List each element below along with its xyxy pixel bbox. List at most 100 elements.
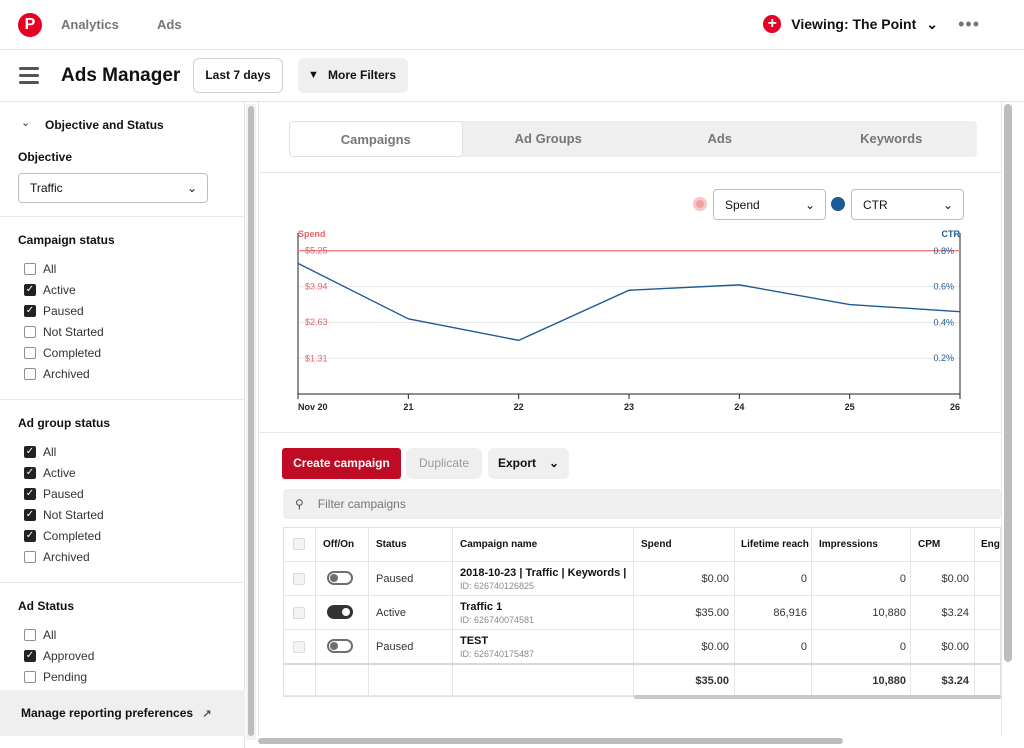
campaign-status-checkbox[interactable]: ✓ [24,284,36,296]
table-scrollbar-thumb[interactable] [634,695,1001,699]
ad-group-status-option[interactable]: ✓ Not Started [24,508,104,522]
campaigns-table: Off/On Status Campaign name Spend Lifeti… [283,527,1001,697]
top-nav: P Analytics Ads + Viewing: The Point ⌄ •… [0,0,1024,50]
campaign-status-option[interactable]: Archived [24,367,90,381]
ad-group-status-checkbox[interactable]: ✓ [24,509,36,521]
page-horizontal-scrollbar-thumb[interactable] [258,738,843,744]
campaign-status-checkbox[interactable] [24,347,36,359]
chevron-down-icon: ⌄ [804,197,815,212]
export-button[interactable]: Export ⌄ [488,448,569,479]
ad-group-status-option[interactable]: ✓ Completed [24,529,101,543]
campaign-cpm: $0.00 [941,641,969,653]
campaign-name-cell[interactable]: 2018-10-23 | Traffic | Keywords | S ID: 6… [460,567,630,591]
ad-status-checkbox[interactable] [24,671,36,683]
campaign-toggle[interactable] [327,571,353,585]
column-header-status[interactable]: Status [376,539,407,550]
more-filters-button[interactable]: ▼ More Filters [298,58,408,93]
column-header-lifetime-reach[interactable]: Lifetime reach [741,539,809,550]
pinterest-logo-icon[interactable]: P [18,13,42,37]
campaign-status-checkbox[interactable]: ✓ [24,305,36,317]
campaign-status-option[interactable]: Not Started [24,325,104,339]
plus-circle-icon: + [763,15,782,33]
ad-status-checkbox[interactable] [24,629,36,641]
objective-select-value: Traffic [30,181,63,195]
ad-group-status-checkbox[interactable]: ✓ [24,530,36,542]
total-impressions: 10,880 [872,675,906,687]
page-scrollbar-thumb[interactable] [1004,104,1012,662]
create-campaign-button[interactable]: Create campaign [282,448,401,479]
sidebar-section-title[interactable]: Objective and Status [45,118,164,132]
row-checkbox[interactable] [293,573,305,585]
campaign-status-option[interactable]: All [24,262,56,276]
campaign-toggle[interactable] [327,605,353,619]
ad-group-status-option[interactable]: ✓ All [24,445,56,459]
left-tick-label: $5.25 [305,246,328,256]
column-header-cpm[interactable]: CPM [918,539,941,550]
chevron-down-icon: ⌄ [926,15,938,32]
campaign-status-option[interactable]: ✓ Paused [24,304,84,318]
account-switcher[interactable]: + Viewing: The Point ⌄ [763,15,938,33]
select-all-checkbox[interactable] [293,538,305,550]
total-spend: $35.00 [695,675,729,687]
right-tick-label: 0.6% [933,282,954,292]
campaign-status-checkbox[interactable] [24,326,36,338]
campaign-name[interactable]: TEST [460,635,489,647]
campaign-status-option[interactable]: Completed [24,346,101,360]
chevron-down-icon: ⌄ [942,197,953,212]
account-switcher-label: Viewing: The Point [791,16,917,32]
ad-status-option[interactable]: ✓ Approved [24,649,94,663]
ad-group-status-checkbox[interactable]: ✓ [24,446,36,458]
ad-status-option[interactable]: Pending [24,670,87,684]
sidebar-scrollbar-thumb[interactable] [248,106,254,736]
column-header-engagement[interactable]: Enga [981,539,1000,550]
date-range-button[interactable]: Last 7 days [193,58,283,93]
row-checkbox[interactable] [293,607,305,619]
campaign-reach: 0 [800,573,807,585]
objective-label: Objective [18,150,73,164]
nav-link-analytics[interactable]: Analytics [61,17,119,32]
filter-campaigns-input[interactable]: ⚲ Filter campaigns [283,489,1001,519]
campaign-toggle[interactable] [327,639,353,653]
chevron-down-icon[interactable]: ⌄ [21,117,31,129]
campaign-spend: $0.00 [701,573,729,585]
left-tick-label: $1.31 [305,353,328,363]
campaign-name-cell[interactable]: TEST ID: 626740175487 [460,635,630,659]
campaign-status-option[interactable]: ✓ Active [24,283,76,297]
ad-group-status-checkbox[interactable]: ✓ [24,488,36,500]
right-metric-select[interactable]: CTR ⌄ [851,189,964,220]
duplicate-button[interactable]: Duplicate [406,448,482,479]
column-header-campaign-name[interactable]: Campaign name [460,539,538,550]
external-link-icon: ↗ [202,708,212,720]
campaign-name-cell[interactable]: Traffic 1 ID: 626740074581 [460,601,630,625]
manage-reporting-preferences-link[interactable]: Manage reporting preferences ↗ [0,690,245,736]
ad-status-option-label: All [43,628,57,642]
ad-group-status-option[interactable]: ✓ Active [24,466,76,480]
row-checkbox[interactable] [293,641,305,653]
nav-link-ads[interactable]: Ads [157,17,182,32]
column-header-spend[interactable]: Spend [641,539,672,550]
left-metric-select[interactable]: Spend ⌄ [713,189,826,220]
tab-ad-groups[interactable]: Ad Groups [514,131,582,146]
column-header-impressions[interactable]: Impressions [819,539,878,550]
ad-status-option[interactable]: All [24,628,56,642]
campaign-name[interactable]: 2018-10-23 | Traffic | Keywords | S [460,567,630,579]
page-header: Ads Manager Last 7 days ▼ More Filters [0,50,1024,102]
campaign-status-checkbox[interactable] [24,368,36,380]
objective-select[interactable]: Traffic ⌄ [18,173,208,203]
tab-campaigns[interactable]: Campaigns [289,121,463,157]
ad-group-status-option[interactable]: Archived [24,550,90,564]
ad-status-checkbox[interactable]: ✓ [24,650,36,662]
campaign-name[interactable]: Traffic 1 [460,601,503,613]
tab-ads[interactable]: Ads [707,131,733,146]
menu-icon[interactable] [19,67,39,85]
right-tick-label: 0.8% [933,246,954,256]
column-header-off-on[interactable]: Off/On [323,539,355,550]
campaign-status-checkbox[interactable] [24,263,36,275]
ad-group-status-option[interactable]: ✓ Paused [24,487,84,501]
tab-keywords[interactable]: Keywords [860,131,923,146]
ad-status-option-label: Approved [43,649,95,663]
ad-group-status-checkbox[interactable] [24,551,36,563]
ad-group-status-checkbox[interactable]: ✓ [24,467,36,479]
more-options-icon[interactable]: ••• [958,14,980,34]
campaign-status-option-label: Active [43,283,76,297]
